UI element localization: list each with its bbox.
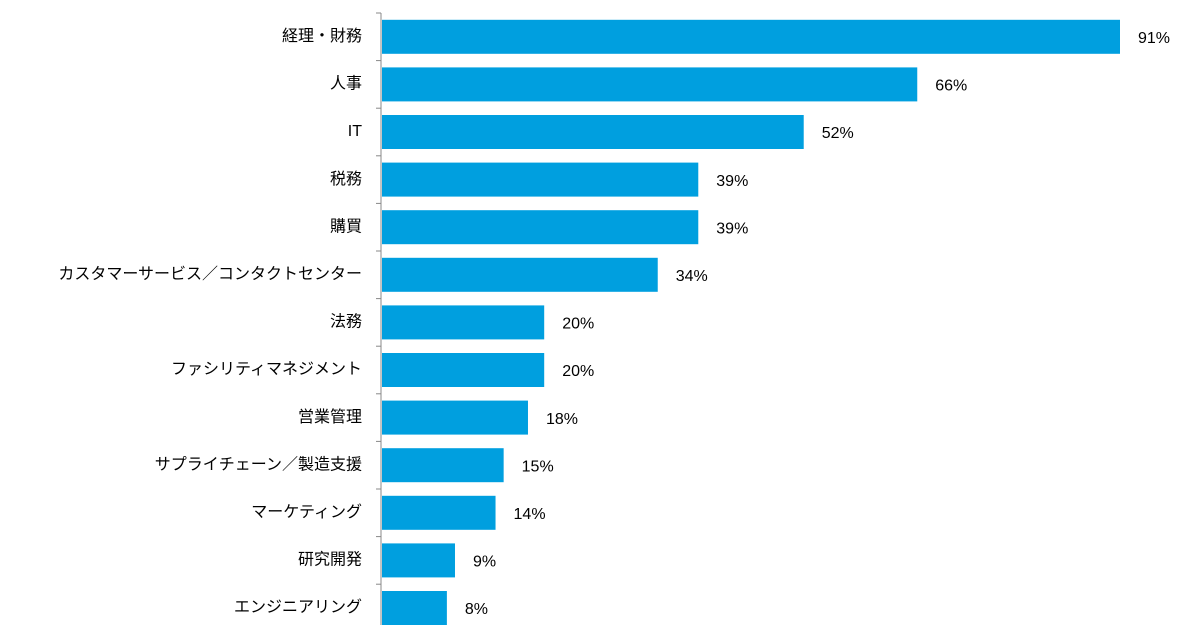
value-label: 66% xyxy=(935,78,967,95)
value-label: 9% xyxy=(473,554,496,571)
bar xyxy=(382,353,545,387)
category-label: カスタマーサービス／コンタクトセンター xyxy=(58,265,362,283)
category-label: IT xyxy=(348,123,362,140)
category-label: サプライチェーン／製造支援 xyxy=(155,455,362,473)
bar xyxy=(382,305,545,340)
bar xyxy=(382,495,496,530)
category-label: 人事 xyxy=(330,75,362,93)
value-label: 8% xyxy=(465,601,488,618)
bar xyxy=(382,19,1120,54)
value-label: 91% xyxy=(1138,30,1170,47)
value-label: 34% xyxy=(676,268,708,285)
value-label: 18% xyxy=(546,411,578,428)
bar xyxy=(382,67,918,102)
bar xyxy=(382,115,804,149)
bar xyxy=(382,543,455,578)
bar xyxy=(382,210,699,245)
category-label: ファシリティマネジメント xyxy=(171,360,362,378)
category-label: 営業管理 xyxy=(298,408,362,426)
value-label: 39% xyxy=(716,220,748,237)
value-label: 15% xyxy=(522,458,554,475)
category-label: 法務 xyxy=(330,313,362,331)
category-label: 研究開発 xyxy=(298,551,362,569)
bar xyxy=(382,162,699,197)
bar xyxy=(382,591,447,625)
bar xyxy=(382,448,504,483)
bar xyxy=(382,400,528,435)
bar xyxy=(382,257,658,292)
category-label: 購買 xyxy=(330,217,362,235)
value-label: 52% xyxy=(822,125,854,142)
value-label: 20% xyxy=(562,316,594,333)
value-label: 39% xyxy=(716,173,748,190)
category-label: 税務 xyxy=(330,170,362,188)
value-label: 14% xyxy=(514,506,546,523)
category-label: 経理・財務 xyxy=(282,27,362,45)
category-label: マーケティング xyxy=(251,503,362,521)
value-label: 20% xyxy=(562,363,594,380)
category-label: エンジニアリング xyxy=(234,598,362,616)
